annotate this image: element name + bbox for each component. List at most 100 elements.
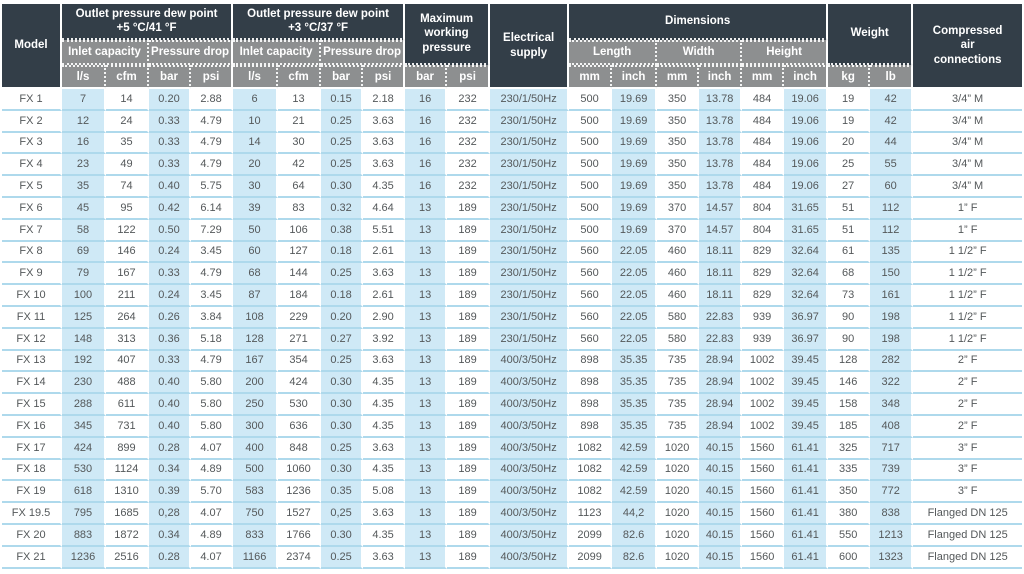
data-cell: 1082 (569, 437, 613, 460)
data-cell: 3.84 (191, 306, 234, 329)
data-cell: 0.30 (321, 176, 364, 198)
data-cell: 31.65 (784, 219, 829, 242)
table-row: FX 21 1236 2516 0.28 4.07 1166 2374 0.25 3.63 13 1… (2, 546, 1023, 569)
data-cell: 484 (742, 89, 785, 111)
data-cell: 350 (657, 154, 700, 177)
unit-bar-5: bar (149, 65, 191, 89)
data-cell: 804 (742, 219, 785, 242)
subheader-length: Length (569, 40, 658, 65)
data-cell: 348 (870, 394, 914, 416)
data-cell: 1213 (870, 524, 914, 547)
unit-cfm-3: cfm (278, 65, 322, 89)
data-cell: 400/3/50Hz (490, 546, 570, 569)
data-cell: 735 (657, 350, 700, 373)
data-cell: 460 (657, 241, 700, 264)
data-cell: 13 (405, 503, 448, 525)
data-cell: 40.15 (699, 459, 743, 482)
data-cell: 4.79 (191, 132, 234, 155)
data-cell: 28.94 (699, 394, 743, 416)
data-cell: 1 1/2” F (913, 306, 1023, 329)
data-cell: 64 (278, 176, 322, 198)
data-cell: 1766 (278, 524, 322, 547)
data-cell: 100 (62, 285, 106, 307)
unit-ls-5: l/s (62, 65, 106, 89)
data-cell: 500 (233, 459, 279, 482)
data-cell: 833 (233, 524, 279, 547)
data-cell: 3.63 (363, 263, 406, 286)
data-cell: 1166 (233, 546, 279, 569)
data-cell: 128 (828, 350, 871, 373)
data-cell: 189 (447, 328, 491, 351)
data-cell: 7.29 (191, 219, 234, 242)
data-cell: 400/3/50Hz (490, 459, 570, 482)
data-cell: 1” F (913, 197, 1023, 220)
data-cell: 400/3/50Hz (490, 350, 570, 373)
unit-bar-3: bar (321, 65, 364, 89)
data-cell: 39.45 (784, 415, 829, 438)
subheader-inlet-capacity-3: Inlet capacity (233, 40, 322, 65)
data-cell: 192 (62, 350, 106, 373)
unit-width-mm: mm (657, 65, 700, 89)
data-cell: 370 (657, 197, 700, 220)
data-cell: 325 (828, 437, 871, 460)
table-row: FX 9 79 167 0.33 4.79 68 144 0.25 3.63 13 189 230/1… (2, 263, 1023, 286)
data-cell: 460 (657, 263, 700, 286)
data-cell: 6 (233, 89, 279, 111)
data-cell: 230/1/50Hz (490, 176, 570, 198)
data-cell: 1002 (742, 415, 785, 438)
data-cell: 1560 (742, 503, 785, 525)
data-cell: 0.18 (321, 285, 364, 307)
data-cell: 488 (106, 372, 149, 395)
data-cell: 198 (870, 328, 914, 351)
data-cell: Flanged DN 125 (913, 524, 1023, 547)
data-cell: 829 (742, 285, 785, 307)
data-cell: 2” F (913, 350, 1023, 373)
data-cell: 400/3/50Hz (490, 503, 570, 525)
data-cell: 1002 (742, 394, 785, 416)
spec-table: Model Outlet pressure dew point +5 °C/41… (2, 4, 1023, 569)
data-cell: 61.41 (784, 546, 829, 569)
data-cell: 500 (569, 197, 613, 220)
data-cell: 2.61 (363, 241, 406, 264)
data-cell: 735 (657, 372, 700, 395)
data-cell: 42 (870, 110, 914, 133)
unit-psi-max: psi (447, 65, 491, 89)
data-cell: 22.05 (612, 306, 658, 329)
data-cell: 35.35 (612, 415, 658, 438)
data-cell: 3.63 (363, 154, 406, 177)
data-cell: 200 (233, 372, 279, 395)
table-row: FX 10 100 211 0.24 3.45 87 184 0.18 2.61 13 189 230… (2, 285, 1023, 307)
data-cell: 271 (278, 328, 322, 351)
data-cell: 380 (828, 503, 871, 525)
model-cell: FX 2 (2, 110, 62, 133)
data-cell: 0.42 (149, 197, 191, 220)
model-cell: FX 15 (2, 394, 62, 416)
model-cell: FX 11 (2, 306, 62, 329)
data-cell: 1002 (742, 350, 785, 373)
data-cell: 24 (106, 110, 149, 133)
data-cell: 3.63 (363, 110, 406, 133)
data-cell: 32.64 (784, 263, 829, 286)
data-cell: 122 (106, 219, 149, 242)
data-cell: 13 (405, 524, 448, 547)
data-cell: 230/1/50Hz (490, 132, 570, 155)
unit-lb: lb (870, 65, 914, 89)
model-cell: FX 7 (2, 219, 62, 242)
model-cell: FX 14 (2, 372, 62, 395)
table-row: FX 12 148 313 0.36 5.18 128 271 0.27 3.92 13 189 23… (2, 328, 1023, 351)
data-cell: 4.89 (191, 524, 234, 547)
data-cell: 68 (233, 263, 279, 286)
data-cell: 50 (233, 219, 279, 242)
data-cell: 232 (447, 89, 491, 111)
data-cell: 2.90 (363, 306, 406, 329)
data-cell: 55 (870, 154, 914, 177)
data-cell: 22.83 (699, 328, 743, 351)
data-cell: 82.6 (612, 524, 658, 547)
data-cell: 79 (62, 263, 106, 286)
data-cell: 1082 (569, 459, 613, 482)
data-cell: 0,28 (149, 503, 191, 525)
data-cell: 560 (569, 263, 613, 286)
data-cell: 19.69 (612, 176, 658, 198)
data-cell: 90 (828, 328, 871, 351)
data-cell: 13 (405, 263, 448, 286)
